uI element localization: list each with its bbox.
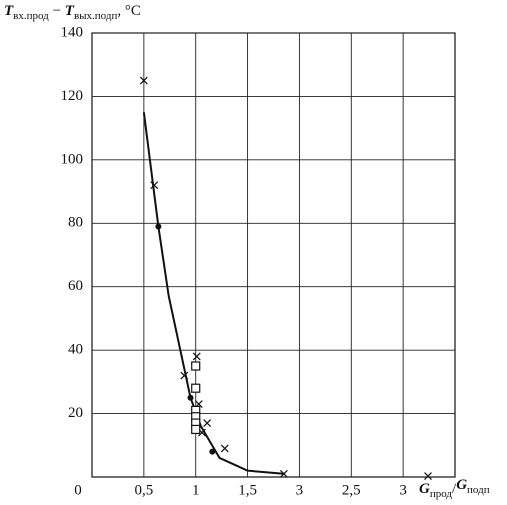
x-tick-label: 3 — [399, 482, 407, 498]
plot-frame — [91, 32, 456, 478]
cross-marker — [424, 472, 432, 480]
y-tick-label: 20 — [68, 405, 83, 421]
x-axis-label: Gпрод/Gподп — [419, 477, 490, 499]
cross-marker — [220, 444, 229, 453]
cross-marker — [203, 419, 212, 428]
y-axis-label: Tвх.прод − Tвых.подп, °С — [4, 3, 141, 21]
origin-label: 0 — [74, 482, 82, 498]
y-tick-label: 60 — [68, 278, 83, 294]
x-axis-label-part: прод — [430, 488, 453, 500]
y-axis-label-part: − — [49, 3, 65, 19]
y-axis-label-part: T — [4, 3, 14, 19]
square-marker — [191, 424, 201, 435]
dot-marker — [209, 448, 216, 455]
y-tick-label: 80 — [68, 215, 83, 231]
x-axis-label-part: подп — [467, 484, 490, 496]
cross-marker — [150, 181, 159, 190]
y-axis-label-part: вых.подп — [74, 10, 118, 22]
dot-marker — [155, 223, 162, 230]
cross-marker — [279, 469, 288, 478]
curve — [142, 112, 285, 475]
y-tick-label: 100 — [61, 151, 84, 167]
x-tick-label: 1,5 — [238, 482, 257, 498]
y-tick-label: 140 — [61, 24, 84, 40]
cross-marker — [180, 371, 189, 380]
square-marker — [191, 383, 201, 393]
x-tick-label: 2,5 — [342, 482, 361, 498]
x-tick-label: 3 — [296, 482, 304, 498]
y-axis-label-part: вх.прод — [13, 10, 49, 22]
cross-marker — [139, 76, 148, 85]
cross-marker — [192, 352, 201, 361]
y-tick-label: 40 — [68, 342, 83, 358]
dot-marker — [187, 394, 194, 401]
x-axis-label-part: / — [452, 481, 457, 497]
x-axis-label-part: G — [419, 481, 430, 497]
y-axis-label-part: T — [65, 3, 75, 19]
y-axis-label-part: , °С — [117, 3, 141, 19]
square-marker — [191, 361, 201, 371]
x-tick-label: 1 — [192, 482, 200, 498]
x-axis-label-part: G — [456, 477, 467, 493]
x-tick-label: 0,5 — [134, 482, 153, 498]
y-tick-label: 120 — [61, 88, 84, 104]
